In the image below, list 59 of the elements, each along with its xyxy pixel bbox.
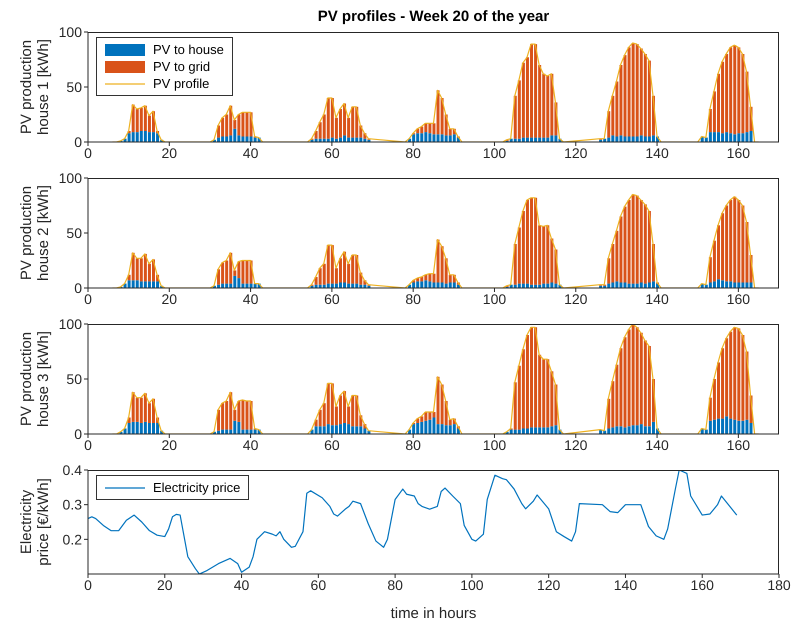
x-tick-label: 140 (645, 144, 669, 161)
x-tick-label: 60 (310, 576, 326, 593)
y-tick-label: 50 (66, 224, 82, 241)
y-tick-label: 50 (66, 370, 82, 387)
x-tick-label: 40 (234, 576, 250, 593)
x-tick-label: 80 (405, 144, 422, 161)
x-tick-label: 40 (242, 290, 259, 307)
x-tick-label: 20 (162, 436, 178, 453)
x-tick-label: 160 (726, 436, 750, 453)
chart-title: PV profiles - Week 20 of the year (318, 8, 550, 25)
x-tick-label: 120 (536, 576, 561, 593)
x-tick-label: 140 (614, 576, 638, 593)
y-tick-label: 100 (58, 170, 82, 186)
legend-label: PV to house (153, 41, 224, 58)
legend-label: PV profile (153, 75, 210, 92)
y-tick-label: 0 (74, 280, 82, 296)
x-tick-label: 20 (162, 290, 178, 307)
y-axis-title: Electricity price [€/kWh] (18, 478, 52, 566)
x-tick-label: 40 (242, 144, 259, 161)
x-tick-label: 160 (726, 144, 750, 161)
x-tick-label: 20 (162, 144, 178, 161)
x-tick-label: 180 (767, 576, 791, 593)
y-axis-title: PV production house 1 [kWh] (18, 39, 52, 135)
x-tick-label: 60 (324, 144, 340, 161)
x-tick-label: 80 (405, 436, 422, 453)
y-tick-label: 0.2 (62, 531, 82, 548)
x-tick-label: 100 (482, 290, 506, 307)
legend-label: Electricity price (153, 479, 240, 496)
x-tick-label: 100 (482, 436, 506, 453)
y-tick-label: 0.3 (62, 496, 82, 513)
y-axis-title: PV production house 3 [kWh] (18, 331, 52, 427)
x-tick-label: 160 (726, 290, 750, 307)
legend-label: PV to grid (153, 58, 210, 75)
x-tick-label: 0 (84, 576, 92, 593)
y-tick-label: 100 (58, 24, 82, 40)
x-tick-label: 60 (324, 290, 340, 307)
x-tick-label: 140 (645, 290, 669, 307)
x-axis-title: time in hours (390, 605, 476, 622)
y-tick-label: 0 (74, 134, 82, 150)
y-tick-label: 0 (74, 426, 82, 442)
x-tick-label: 160 (690, 576, 714, 593)
x-tick-label: 100 (482, 144, 506, 161)
y-tick-label: 100 (58, 316, 82, 332)
y-axis-title: PV production house 2 [kWh] (18, 185, 52, 281)
x-tick-label: 100 (460, 576, 484, 593)
x-tick-label: 120 (564, 436, 588, 453)
x-tick-label: 80 (387, 576, 404, 593)
x-tick-label: 20 (156, 576, 173, 593)
x-tick-label: 0 (84, 290, 92, 307)
x-tick-label: 140 (645, 436, 669, 453)
x-tick-label: 120 (564, 144, 588, 161)
x-tick-label: 80 (405, 290, 422, 307)
x-tick-label: 60 (324, 436, 340, 453)
x-tick-label: 120 (564, 290, 588, 307)
x-tick-label: 0 (84, 436, 92, 453)
x-tick-label: 0 (84, 144, 92, 161)
x-tick-label: 40 (242, 436, 259, 453)
y-tick-label: 50 (66, 78, 82, 95)
y-tick-label: 0.4 (62, 462, 82, 478)
